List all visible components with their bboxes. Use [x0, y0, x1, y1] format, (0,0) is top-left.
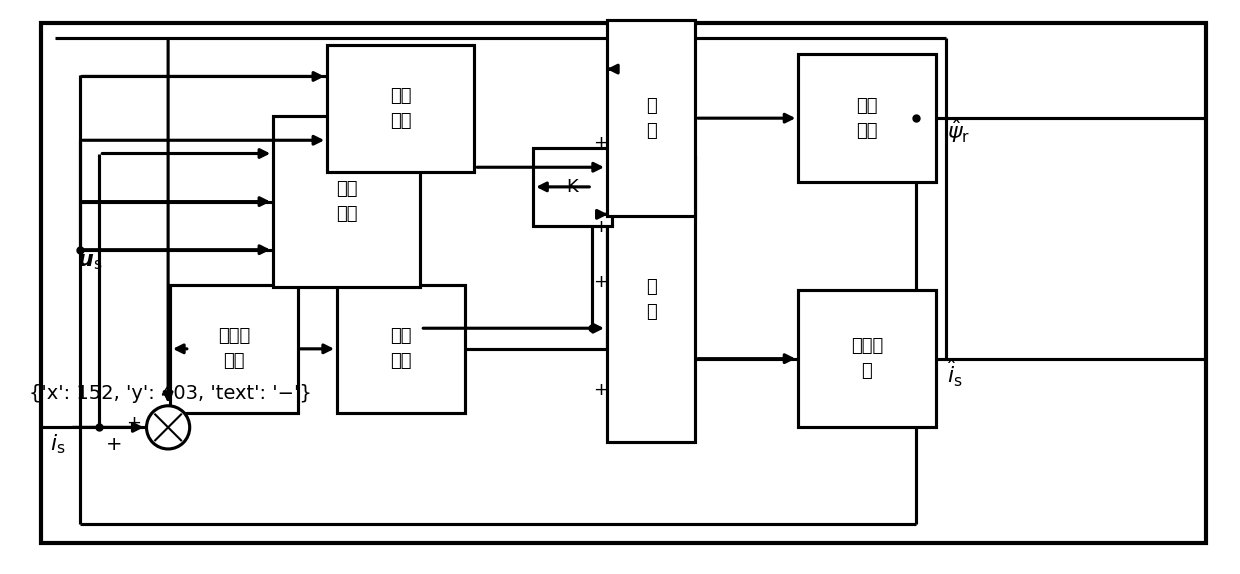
Text: 积
分: 积 分: [646, 278, 656, 321]
Bar: [337, 285, 465, 413]
Text: $i_\mathrm{s}$: $i_\mathrm{s}$: [51, 432, 66, 456]
Text: $\hat{i}_\mathrm{s}$: $\hat{i}_\mathrm{s}$: [947, 358, 963, 389]
Bar: [170, 285, 298, 413]
Text: 非线性
函数: 非线性 函数: [218, 327, 250, 370]
Text: 定子电
流: 定子电 流: [851, 337, 883, 380]
Bar: [799, 290, 936, 428]
Text: +: +: [593, 134, 608, 152]
Bar: [533, 148, 611, 226]
Text: 积
分: 积 分: [646, 96, 656, 139]
Text: 确定
部分: 确定 部分: [391, 87, 412, 130]
Bar: [799, 55, 936, 182]
Text: +: +: [593, 218, 608, 236]
Text: $\hat{\psi}_\mathrm{r}$: $\hat{\psi}_\mathrm{r}$: [947, 117, 971, 145]
Circle shape: [146, 406, 190, 449]
Text: +: +: [107, 435, 123, 453]
Text: $\boldsymbol{u}_\mathrm{s}$: $\boldsymbol{u}_\mathrm{s}$: [77, 253, 102, 273]
Text: K: K: [567, 178, 578, 196]
Bar: [327, 45, 475, 172]
Text: 确定
部分: 确定 部分: [336, 180, 357, 223]
Bar: [606, 20, 696, 216]
Text: +: +: [126, 414, 141, 432]
Text: +: +: [593, 381, 608, 399]
Text: +: +: [593, 273, 608, 291]
Bar: [273, 116, 420, 288]
Text: {'x': 152, 'y': 403, 'text': '−'}: {'x': 152, 'y': 403, 'text': '−'}: [29, 384, 311, 403]
Bar: [606, 157, 696, 442]
Text: 转子
磁链: 转子 磁链: [857, 96, 878, 139]
Text: 估算
扰动: 估算 扰动: [391, 327, 412, 370]
